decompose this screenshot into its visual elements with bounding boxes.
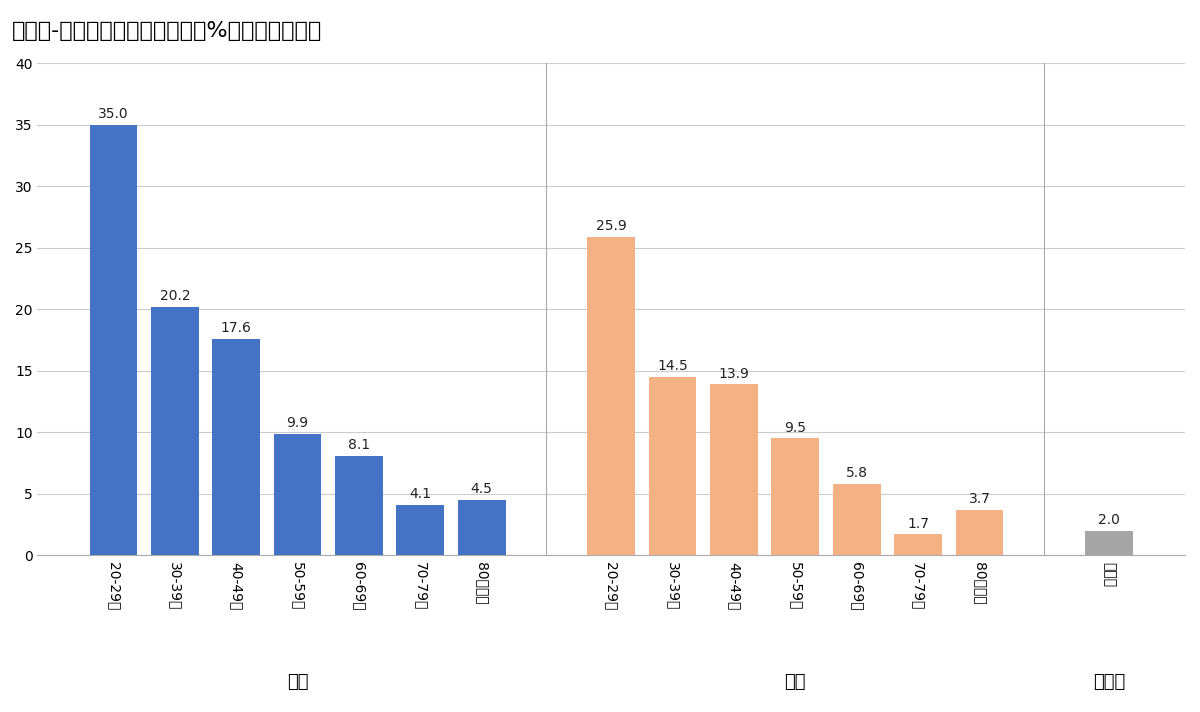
Text: 未回答: 未回答: [1093, 674, 1126, 691]
Text: 20.2: 20.2: [160, 289, 190, 303]
Bar: [894, 535, 942, 555]
Text: 1.7: 1.7: [907, 517, 929, 530]
Bar: [710, 384, 758, 555]
Bar: [90, 125, 137, 555]
Bar: [151, 307, 199, 555]
Text: 9.9: 9.9: [287, 416, 308, 430]
Bar: [335, 456, 383, 555]
Text: 8.1: 8.1: [348, 438, 370, 452]
Bar: [1085, 530, 1133, 555]
Bar: [649, 377, 696, 555]
Text: 9.5: 9.5: [785, 421, 806, 435]
Bar: [772, 439, 820, 555]
Text: 2.0: 2.0: [1098, 513, 1120, 527]
Text: 13.9: 13.9: [719, 367, 750, 381]
Text: 図表８-３．朝食を欠食する人（%、性・年代別）: 図表８-３．朝食を欠食する人（%、性・年代別）: [12, 21, 323, 41]
Bar: [212, 339, 260, 555]
Text: 25.9: 25.9: [596, 219, 626, 233]
Bar: [833, 484, 881, 555]
Text: 5.8: 5.8: [846, 466, 868, 481]
Bar: [955, 510, 1003, 555]
Bar: [458, 500, 505, 555]
Bar: [274, 434, 322, 555]
Text: 14.5: 14.5: [658, 360, 688, 373]
Text: 3.7: 3.7: [968, 492, 990, 506]
Text: 17.6: 17.6: [221, 321, 252, 335]
Bar: [587, 236, 635, 555]
Bar: [396, 505, 444, 555]
Text: 4.1: 4.1: [409, 487, 431, 501]
Text: 男性: 男性: [287, 674, 308, 691]
Text: 35.0: 35.0: [98, 107, 128, 121]
Text: 女性: 女性: [785, 674, 806, 691]
Text: 4.5: 4.5: [470, 482, 493, 496]
